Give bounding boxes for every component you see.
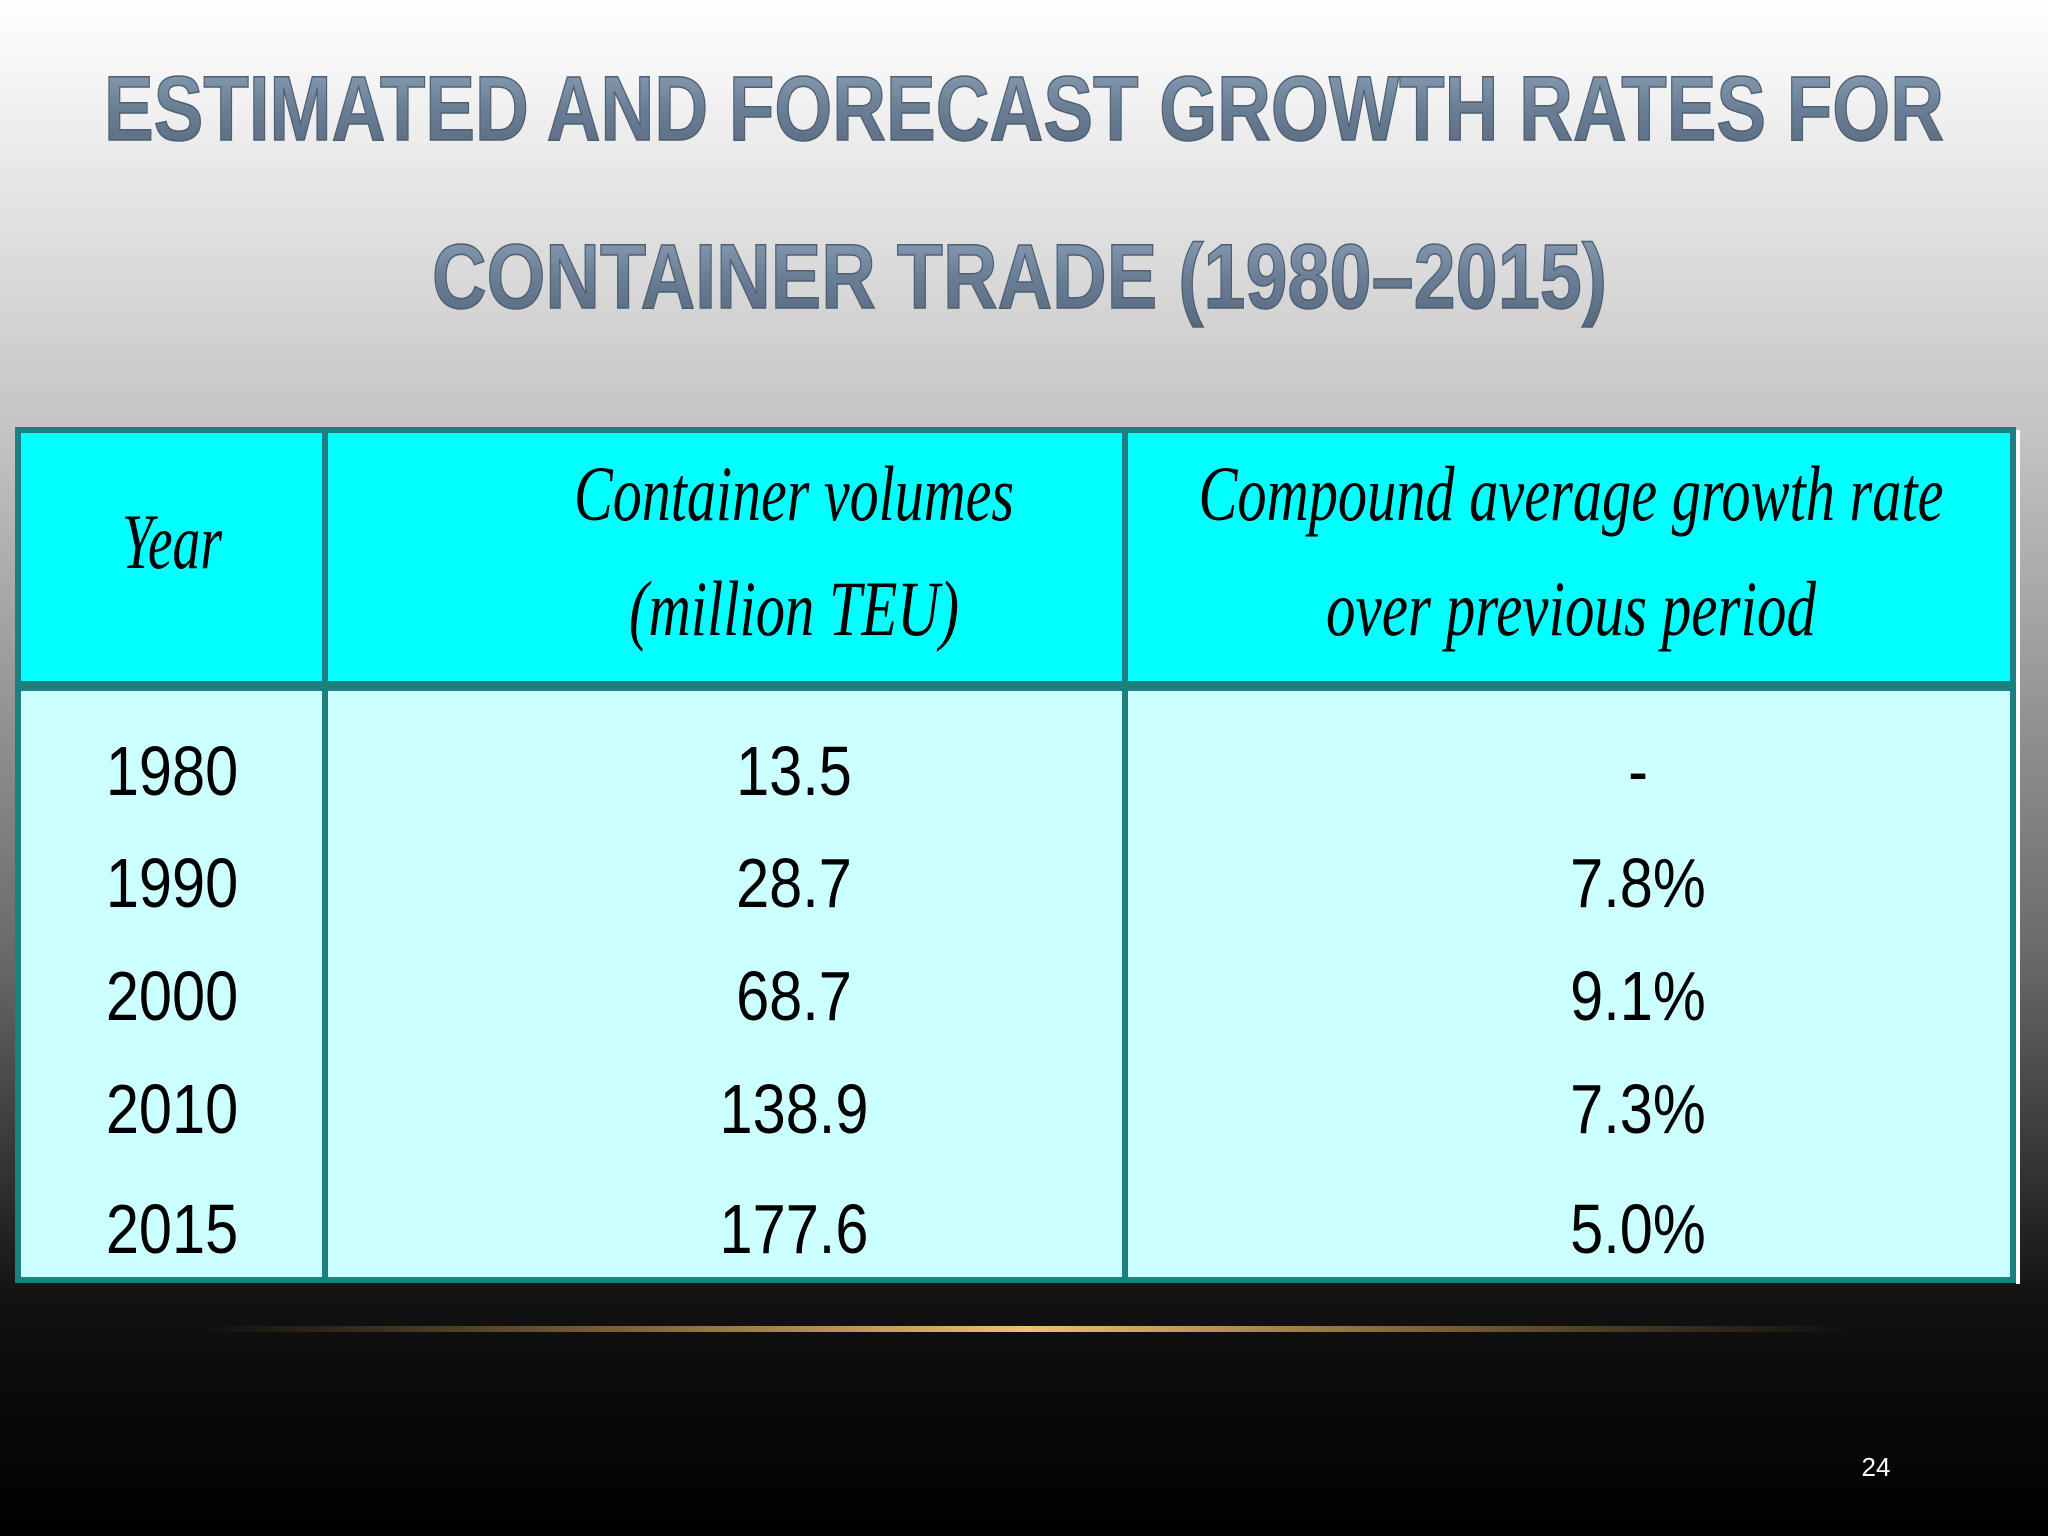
table-cell: 1980	[106, 731, 238, 810]
table-cell: 2015	[106, 1189, 238, 1268]
header-cell: Compound average growth rate	[1199, 450, 1944, 537]
table-borders	[15, 427, 2016, 1283]
table-cell: 7.3%	[1570, 1069, 1706, 1148]
table-cell: 28.7	[736, 843, 852, 922]
table-cell: 68.7	[736, 956, 852, 1035]
page-number: 24	[1862, 1452, 1891, 1482]
table-cell: 177.6	[720, 1189, 869, 1268]
table-cell: 5.0%	[1570, 1189, 1706, 1268]
header-cell: Year	[122, 498, 222, 585]
table-cell: 9.1%	[1570, 956, 1706, 1035]
table-cell: 1990	[106, 843, 238, 922]
header-cell: over previous period	[1326, 565, 1817, 652]
table-cell: -	[1628, 731, 1648, 810]
gold-line	[200, 1326, 1850, 1332]
title-line: CONTAINER TRADE (1980–2015)	[432, 226, 1607, 328]
table-cell: 13.5	[736, 731, 852, 810]
table-cell: 138.9	[720, 1069, 869, 1148]
header-cell: (million TEU)	[629, 565, 959, 652]
table-cell: 7.8%	[1570, 843, 1706, 922]
body-rows	[18, 690, 2013, 1280]
header-row	[18, 430, 2013, 683]
title-line: ESTIMATED AND FORECAST GROWTH RATES FOR	[104, 58, 1944, 160]
header-cell: Container volumes	[574, 450, 1014, 537]
table-cell: 2010	[106, 1069, 238, 1148]
table-cell: 2000	[106, 956, 238, 1035]
